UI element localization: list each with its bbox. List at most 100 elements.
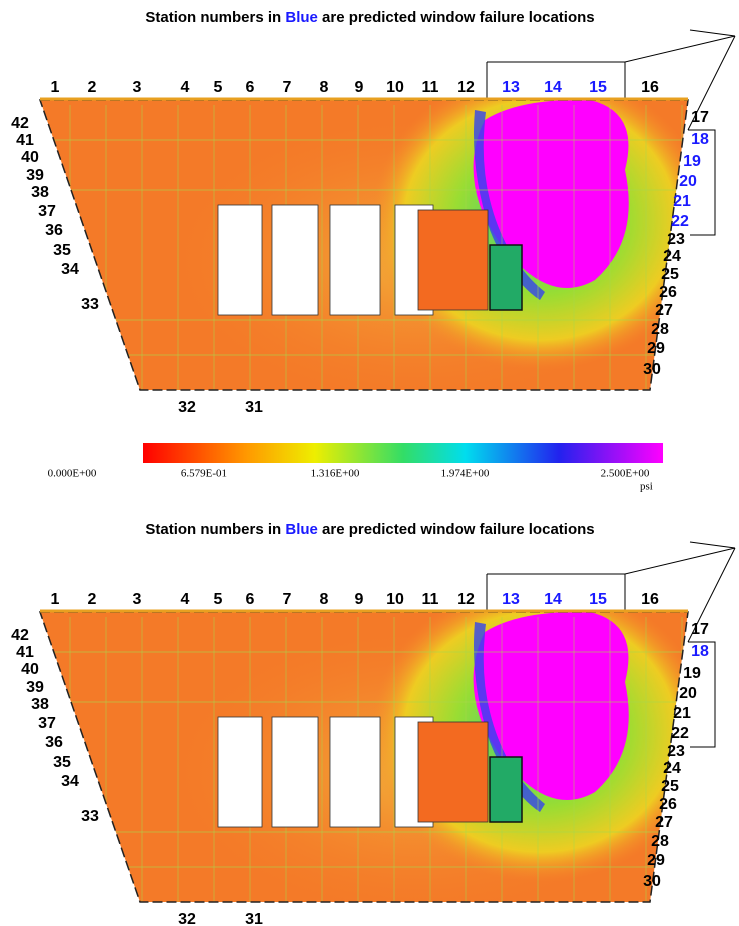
station-label: 24 bbox=[663, 760, 681, 777]
station-label: 23 bbox=[667, 231, 685, 248]
station-label: 19 bbox=[683, 665, 701, 682]
station-label: 17 bbox=[691, 621, 709, 638]
station-label: 34 bbox=[61, 261, 79, 278]
station-label: 32 bbox=[178, 399, 196, 416]
core bbox=[217, 716, 263, 828]
core bbox=[217, 204, 263, 316]
station-label: 8 bbox=[320, 79, 329, 96]
station-label: 13 bbox=[502, 79, 520, 96]
station-label: 11 bbox=[422, 591, 439, 608]
contour-peak bbox=[473, 100, 629, 288]
station-label: 10 bbox=[386, 591, 404, 608]
station-label: 35 bbox=[53, 754, 71, 771]
station-label: 27 bbox=[655, 302, 673, 319]
station-label: 21 bbox=[673, 705, 691, 722]
station-label: 40 bbox=[21, 149, 39, 166]
station-label: 7 bbox=[283, 591, 292, 608]
station-label: 4 bbox=[181, 79, 190, 96]
station-label: 35 bbox=[53, 242, 71, 259]
colorbar-label: 6.579E-01 bbox=[181, 468, 227, 480]
colorbar-label: 2.500E+00 bbox=[601, 468, 650, 480]
station-label: 22 bbox=[671, 213, 689, 230]
station-label: 41 bbox=[16, 132, 34, 149]
station-label: 31 bbox=[245, 911, 263, 926]
station-label: 15 bbox=[589, 79, 607, 96]
station-label: 2 bbox=[88, 591, 97, 608]
station-label: 19 bbox=[683, 153, 701, 170]
station-label: 36 bbox=[45, 222, 63, 239]
caption: Station numbers in Blue are predicted wi… bbox=[145, 9, 594, 26]
station-label: 34 bbox=[61, 773, 79, 790]
station-label: 20 bbox=[679, 173, 697, 190]
caption-part: Station numbers in bbox=[145, 521, 285, 538]
station-label: 12 bbox=[457, 591, 475, 608]
panel: Station numbers in Blue are predicted wi… bbox=[11, 521, 736, 926]
core bbox=[329, 716, 381, 828]
colorbar-label: 0.000E+00 bbox=[48, 468, 97, 480]
core bbox=[271, 204, 319, 316]
room bbox=[417, 721, 489, 823]
station-label: 38 bbox=[31, 184, 49, 201]
station-label: 15 bbox=[589, 591, 607, 608]
station-label: 18 bbox=[691, 643, 709, 660]
station-label: 16 bbox=[641, 79, 659, 96]
room bbox=[489, 244, 523, 311]
station-label: 9 bbox=[355, 591, 364, 608]
station-label: 6 bbox=[246, 591, 255, 608]
station-label: 6 bbox=[246, 79, 255, 96]
station-label: 36 bbox=[45, 734, 63, 751]
station-label: 38 bbox=[31, 696, 49, 713]
caption: Station numbers in Blue are predicted wi… bbox=[145, 521, 594, 538]
station-label: 42 bbox=[11, 115, 29, 132]
station-label: 25 bbox=[661, 778, 679, 795]
caption-part: are predicted window failure locations bbox=[318, 521, 595, 538]
caption-part: Blue bbox=[285, 9, 318, 26]
colorbar-gradient bbox=[143, 443, 663, 463]
station-label: 2 bbox=[88, 79, 97, 96]
station-label: 37 bbox=[38, 715, 56, 732]
station-label: 33 bbox=[81, 296, 99, 313]
contour-peak bbox=[473, 612, 629, 800]
station-label: 4 bbox=[181, 591, 190, 608]
station-label: 32 bbox=[178, 911, 196, 926]
station-label: 26 bbox=[659, 284, 677, 301]
station-label: 30 bbox=[643, 873, 661, 890]
station-label: 42 bbox=[11, 627, 29, 644]
station-label: 12 bbox=[457, 79, 475, 96]
station-label: 20 bbox=[679, 685, 697, 702]
bracket-line bbox=[486, 541, 736, 748]
station-label: 22 bbox=[671, 725, 689, 742]
station-label: 33 bbox=[81, 808, 99, 825]
colorbar-unit: psi bbox=[640, 481, 653, 493]
station-label: 28 bbox=[651, 833, 669, 850]
station-label: 8 bbox=[320, 591, 329, 608]
station-label: 1 bbox=[51, 591, 60, 608]
station-label: 37 bbox=[38, 203, 56, 220]
station-label: 13 bbox=[502, 591, 520, 608]
station-label: 3 bbox=[133, 591, 142, 608]
room bbox=[489, 756, 523, 823]
station-label: 25 bbox=[661, 266, 679, 283]
station-label: 28 bbox=[651, 321, 669, 338]
station-label: 31 bbox=[245, 399, 263, 416]
colorbar: 0.000E+00 6.579E-01 1.316E+00 1.974E+00 2.50… bbox=[48, 443, 663, 493]
caption-part: Blue bbox=[285, 521, 318, 538]
station-label: 24 bbox=[663, 248, 681, 265]
station-label: 18 bbox=[691, 131, 709, 148]
panel: Station numbers in Blue are predicted wi… bbox=[11, 9, 736, 416]
station-label: 23 bbox=[667, 743, 685, 760]
station-label: 29 bbox=[647, 852, 665, 869]
station-label: 39 bbox=[26, 167, 44, 184]
colorbar-label: 1.316E+00 bbox=[311, 468, 360, 480]
caption-part: Station numbers in bbox=[145, 9, 285, 26]
station-label: 39 bbox=[26, 679, 44, 696]
station-label: 17 bbox=[691, 109, 709, 126]
station-label: 5 bbox=[214, 591, 223, 608]
plan-edge bbox=[38, 611, 689, 903]
station-label: 40 bbox=[21, 661, 39, 678]
station-label: 26 bbox=[659, 796, 677, 813]
station-label: 3 bbox=[133, 79, 142, 96]
station-label: 21 bbox=[673, 193, 691, 210]
colorbar-label: 1.974E+00 bbox=[441, 468, 490, 480]
